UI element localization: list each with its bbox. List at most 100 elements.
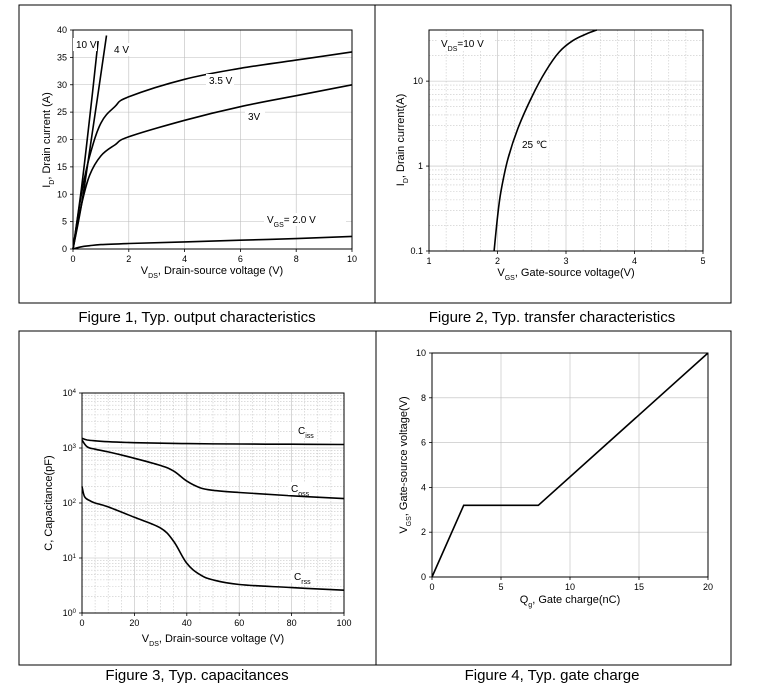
- fig3-series-line: [81, 439, 345, 500]
- series-label-text: 3V: [248, 112, 261, 123]
- series-label: 4 V: [111, 43, 133, 56]
- label-background: [206, 74, 234, 87]
- y-tick-label: 104: [63, 388, 77, 398]
- fig2-y-axis-label: ID, Drain current(A): [395, 94, 410, 186]
- label-background: [245, 110, 265, 123]
- series-label-text: 3.5 V: [209, 76, 233, 87]
- label-background: [111, 43, 133, 56]
- fig3-series-line: [81, 486, 345, 591]
- x-tick-label: 5: [700, 256, 705, 266]
- fig3-x-axis-label: VDS, Drain-source voltage (V): [142, 633, 284, 648]
- fig1-series-line: [72, 235, 353, 250]
- series-label-text: 10 V: [76, 40, 97, 51]
- y-tick-label: 8: [421, 393, 426, 403]
- figure-table: [18, 4, 732, 666]
- x-tick-label: 8: [294, 254, 299, 264]
- fig4-series-line: [431, 352, 709, 578]
- y-tick-label: 30: [57, 80, 67, 90]
- x-tick-label: 10: [565, 582, 575, 592]
- fig1-caption: Figure 1, Typ. output characteristics: [78, 309, 315, 326]
- fig3-caption: Figure 3, Typ. capacitances: [105, 667, 288, 684]
- fig2-caption: Figure 2, Typ. transfer characteristics: [429, 309, 675, 326]
- fig4-caption: Figure 4, Typ. gate charge: [465, 667, 640, 684]
- series-label: Coss: [288, 482, 312, 498]
- y-tick-label: 15: [57, 162, 67, 172]
- fig2-x-axis-label: VGS, Gate-source voltage(V): [497, 267, 634, 282]
- x-tick-label: 0: [429, 582, 434, 592]
- series-label-text: Coss: [291, 484, 310, 498]
- x-tick-label: 60: [234, 618, 244, 628]
- series-label: VGS= 2.0 V: [264, 213, 346, 229]
- x-tick-label: 20: [703, 582, 713, 592]
- fig1-y-axis-label: ID, Drain current (A): [41, 92, 56, 188]
- y-tick-label: 1: [418, 161, 423, 171]
- series-label-text: 4 V: [114, 45, 129, 56]
- x-tick-label: 20: [129, 618, 139, 628]
- x-tick-label: 4: [182, 254, 187, 264]
- x-tick-label: 1: [426, 256, 431, 266]
- y-tick-label: 0: [421, 572, 426, 582]
- fig4-y-axis-label: VGS, Gate-source voltage(V): [398, 396, 413, 533]
- x-tick-label: 5: [498, 582, 503, 592]
- label-background: [519, 138, 549, 151]
- y-tick-label: 40: [57, 25, 67, 35]
- fig4-chart: 0 5 10 15 20 0 2 4 6 8 10 Qg, Gate charge(nC) VGS, G…: [398, 348, 713, 684]
- series-label: Crss: [291, 570, 315, 586]
- fig1-x-axis-label: VDS, Drain-source voltage (V): [141, 265, 283, 280]
- y-tick-label: 25: [57, 107, 67, 117]
- series-label: VDS=10 V: [438, 37, 494, 53]
- label-background: [288, 482, 312, 495]
- y-tick-label: 20: [57, 135, 67, 145]
- x-tick-label: 40: [182, 618, 192, 628]
- y-tick-label: 5: [62, 217, 67, 227]
- fig2-series-line: [493, 29, 598, 252]
- label-background: [73, 38, 97, 51]
- series-label: Ciss: [295, 424, 317, 440]
- fig3-series-line: [81, 437, 345, 446]
- y-tick-label: 0: [62, 244, 67, 254]
- series-label-text: Ciss: [298, 426, 314, 440]
- series-label-text: VGS= 2.0 V: [267, 215, 316, 229]
- x-tick-label: 2: [495, 256, 500, 266]
- fig1-series-line: [72, 51, 353, 250]
- fig1-series-line: [72, 84, 353, 250]
- x-tick-label: 0: [70, 254, 75, 264]
- fig4-x-axis-label: Qg, Gate charge(nC): [520, 594, 621, 609]
- x-tick-label: 2: [126, 254, 131, 264]
- fig1-series-line: [72, 40, 99, 250]
- x-tick-label: 10: [347, 254, 357, 264]
- x-tick-label: 100: [336, 618, 351, 628]
- series-label-text: Crss: [294, 572, 311, 586]
- fig4-grid: [431, 352, 709, 578]
- series-label-text: VDS=10 V: [441, 39, 484, 53]
- y-tick-label: 101: [63, 553, 77, 563]
- series-label: 25 ℃: [519, 138, 549, 151]
- table-bottom-row: [18, 330, 732, 666]
- y-tick-label: 35: [57, 52, 67, 62]
- y-tick-label: 100: [63, 608, 77, 618]
- series-label: 3V: [245, 110, 265, 123]
- x-tick-label: 15: [634, 582, 644, 592]
- y-tick-label: 102: [63, 498, 77, 508]
- x-tick-label: 4: [632, 256, 637, 266]
- label-background: [295, 424, 317, 437]
- x-tick-label: 0: [79, 618, 84, 628]
- fig1-chart: 0 2 4 6 8 10 0 5 10 15 20 25 30 35 40 VDS, Drain-source…: [41, 25, 357, 326]
- y-tick-label: 6: [421, 438, 426, 448]
- label-background: [264, 213, 346, 226]
- y-tick-label: 103: [63, 443, 77, 453]
- series-label: 3.5 V: [206, 74, 234, 87]
- fig3-y-axis-label: C, Capacitance(pF): [43, 455, 55, 550]
- x-tick-label: 80: [287, 618, 297, 628]
- x-tick-label: 6: [238, 254, 243, 264]
- fig3-chart: 0 20 40 60 80 100 100 101 102 103 104 VDS, Drain-so…: [43, 388, 352, 684]
- series-label-text: 25 ℃: [522, 140, 547, 151]
- y-tick-label: 4: [421, 482, 426, 492]
- y-tick-label: 2: [421, 527, 426, 537]
- label-background: [291, 570, 315, 583]
- y-tick-label: 0.1: [410, 246, 423, 256]
- x-tick-label: 3: [563, 256, 568, 266]
- y-tick-label: 10: [416, 348, 426, 358]
